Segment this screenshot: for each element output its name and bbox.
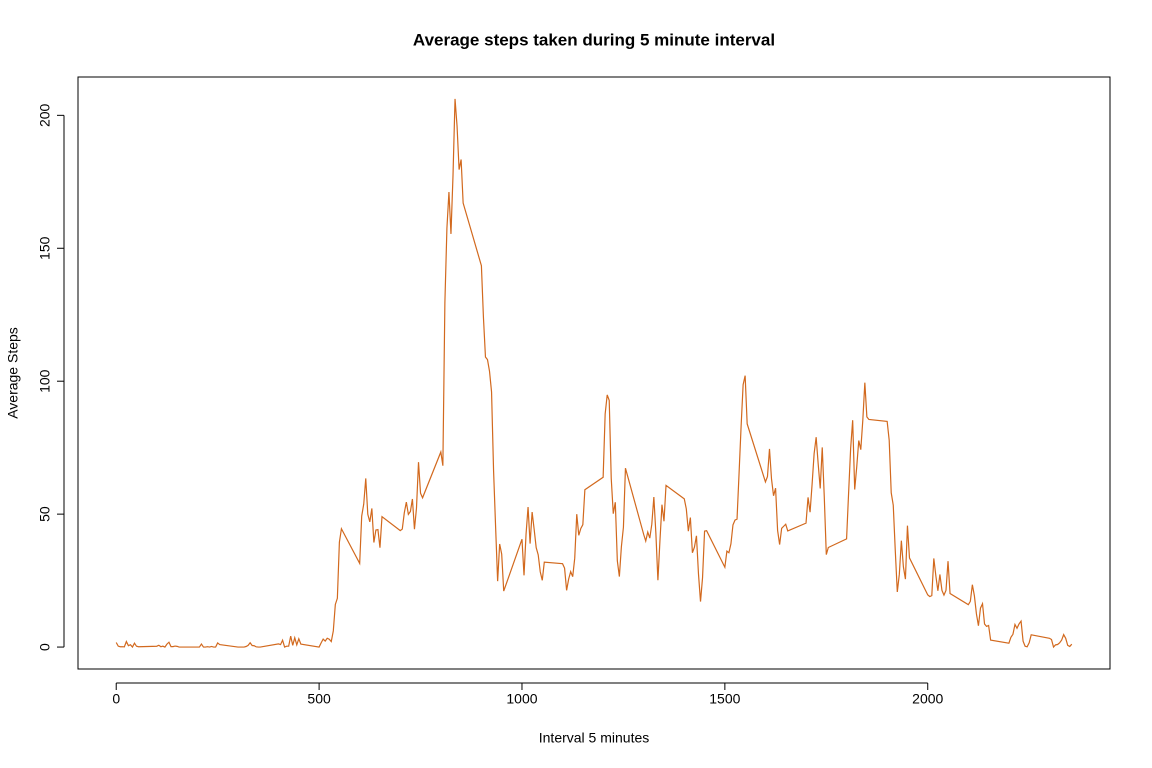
y-axis-label: Average Steps — [5, 327, 21, 419]
x-tick-label: 500 — [307, 691, 331, 707]
y-tick-label: 100 — [37, 369, 53, 393]
x-tick-label: 2000 — [912, 691, 943, 707]
x-tick-label: 1000 — [506, 691, 537, 707]
x-tick-label: 1500 — [709, 691, 740, 707]
x-tick-label: 0 — [112, 691, 120, 707]
y-tick-label: 0 — [37, 643, 53, 651]
plot-frame — [77, 76, 1111, 670]
y-tick-label: 50 — [37, 506, 53, 522]
x-axis-label: Interval 5 minutes — [539, 730, 650, 746]
data-line — [115, 98, 1073, 649]
chart-title: Average steps taken during 5 minute inte… — [413, 30, 775, 49]
y-tick-label: 150 — [37, 236, 53, 260]
y-tick-label: 200 — [37, 103, 53, 127]
